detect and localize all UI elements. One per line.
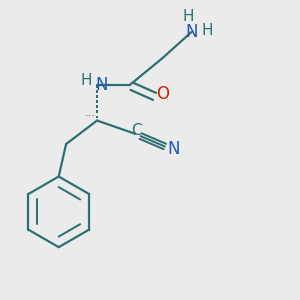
Text: H: H <box>202 23 213 38</box>
Text: C: C <box>131 123 142 138</box>
Text: N: N <box>95 76 108 94</box>
Text: N: N <box>185 23 197 41</box>
Text: O: O <box>156 85 169 103</box>
Text: H: H <box>80 73 92 88</box>
Text: H: H <box>182 8 194 23</box>
Text: N: N <box>167 140 180 158</box>
Text: ···: ··· <box>85 111 96 121</box>
